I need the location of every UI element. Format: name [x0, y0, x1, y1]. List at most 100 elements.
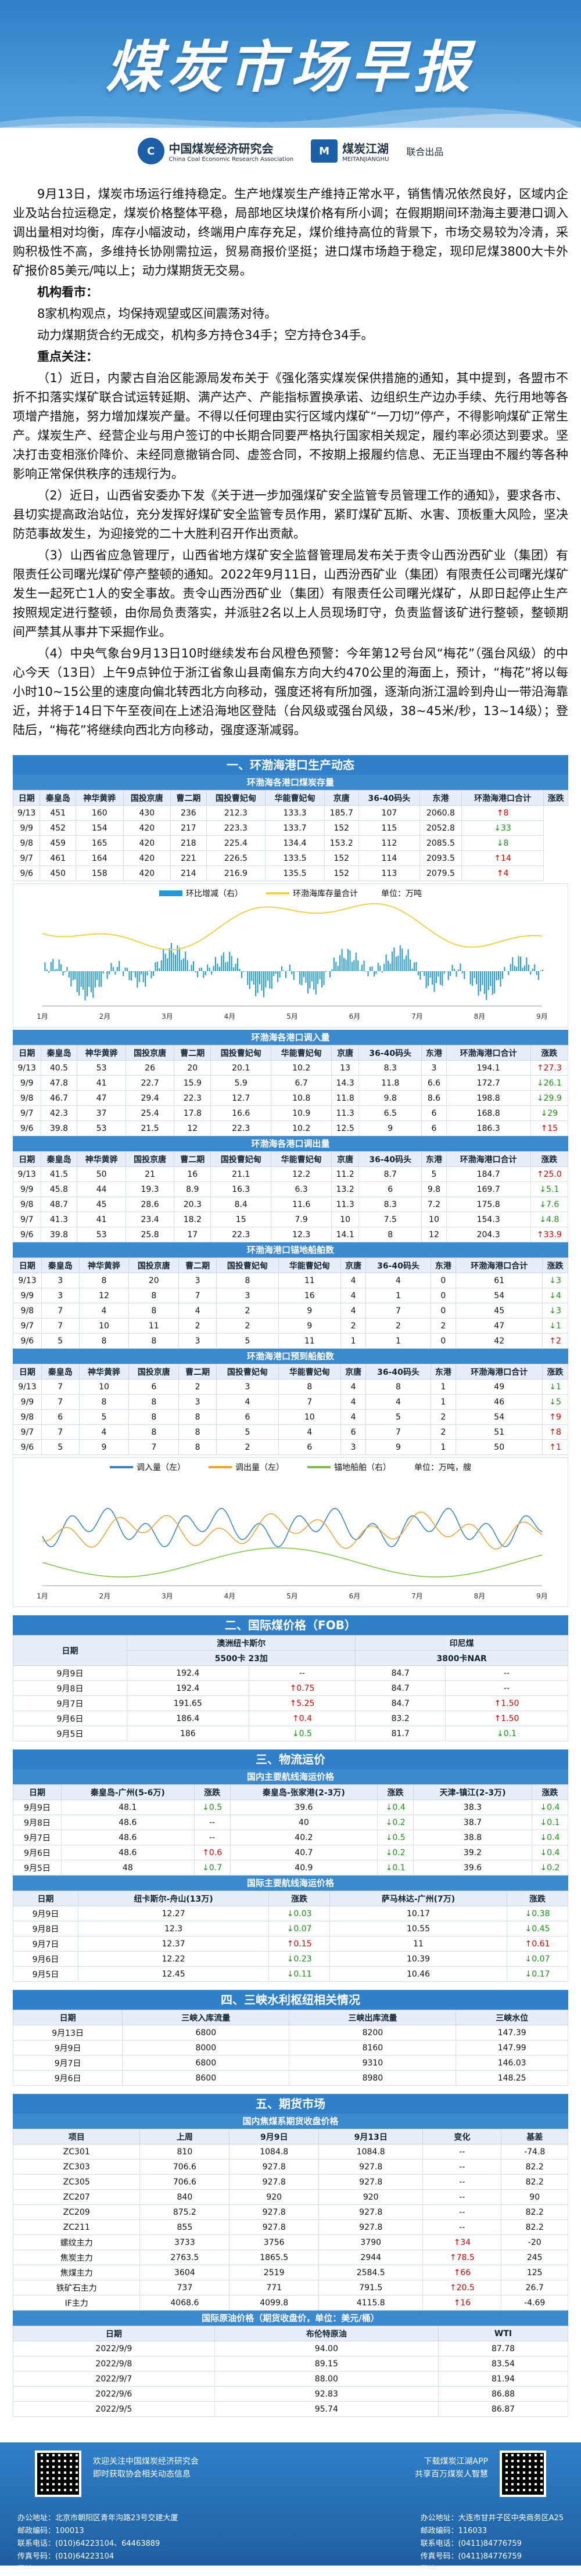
table-cell: ↓3 [543, 1273, 568, 1288]
table-cell: 920 [319, 2190, 423, 2205]
table-cell: 9 [359, 1121, 422, 1136]
bar-mark [205, 971, 206, 975]
table-cell: 39.6 [414, 1860, 532, 1876]
bar-mark [129, 971, 130, 980]
table-cell: 133.7 [266, 821, 325, 836]
table-cell: 1 [366, 1288, 431, 1303]
table-cell: ↑2 [543, 1334, 568, 1349]
bar-mark [486, 971, 487, 1000]
table-cell: -- [194, 1830, 230, 1845]
table-cell: 927.8 [229, 2175, 319, 2190]
bar-mark [379, 966, 381, 971]
col-header: 国投曹妃甸 [216, 1364, 278, 1379]
table-cell: 4 [79, 1303, 129, 1318]
table-cell: 17 [174, 1227, 211, 1242]
table-cell: 7 [41, 1425, 79, 1440]
section-intl-price-title: 二、国际煤价格（FOB） [13, 1615, 568, 1635]
col-header: 涨跌 [194, 1785, 230, 1800]
bar-mark [213, 966, 214, 971]
bar-mark [74, 971, 76, 979]
bar-mark [333, 958, 335, 971]
table-cell: 184.7 [446, 1167, 530, 1182]
bar-mark [225, 962, 226, 971]
table-cell: 81.94 [438, 2372, 568, 2387]
bar-mark [492, 971, 493, 995]
table-cell: 53 [77, 1227, 125, 1242]
table-cell: 7 [366, 1303, 431, 1318]
table-cell: 84.7 [356, 1696, 446, 1711]
table-cell: 90 [501, 2190, 568, 2205]
table-cell: 10.8 [271, 1091, 332, 1106]
table-cell: 771 [229, 2280, 319, 2295]
ccera-qr-code[interactable] [35, 2451, 81, 2497]
bar-mark [265, 971, 266, 987]
table-cell: 2022/9/6 [13, 2387, 215, 2402]
x-tick-label: 8月 [474, 1012, 486, 1021]
table-cell: 9/8 [13, 1091, 41, 1106]
table-cell: 226.5 [206, 851, 266, 866]
bar-mark [127, 968, 128, 971]
col-header: 涨跌 [530, 1152, 568, 1167]
bar-mark [329, 971, 331, 978]
col-header: 36-40码头 [366, 1258, 431, 1273]
bar-mark [400, 945, 401, 971]
table-cell: 9/9 [13, 821, 40, 836]
bar-mark [404, 959, 405, 971]
table-cell: 450 [40, 866, 76, 881]
app-qr-code[interactable] [500, 2451, 546, 2497]
table-cell: 45 [456, 1303, 543, 1318]
table-cell: 9/9 [13, 1182, 41, 1197]
table-cell: 3 [41, 1288, 79, 1303]
table-cell: 4 [340, 1410, 366, 1425]
table-cell: 48.6 [62, 1845, 195, 1860]
bar-mark [418, 971, 419, 975]
table-cell: 115 [358, 821, 420, 836]
table-cell: 12.45 [78, 1967, 269, 1982]
table-cell: 9月8日 [13, 1681, 127, 1696]
table-cell: -20 [501, 2235, 568, 2250]
col-header: 华能曹妃甸 [271, 1152, 332, 1167]
bar-mark [237, 958, 238, 971]
table-cell: ↑0.75 [249, 1681, 356, 1696]
table-cell: 94.00 [214, 2341, 438, 2356]
col-header: 天津-镇江(2-3万) [414, 1785, 532, 1800]
table-cell: 2 [431, 1425, 456, 1440]
freight-domestic-subhead: 国内主要航线海运价格 [13, 1769, 568, 1784]
bar-mark [147, 971, 148, 975]
table-cell: 236 [171, 806, 207, 821]
bar-mark [107, 971, 108, 979]
bar-mark [476, 971, 477, 984]
table-cell: 791.5 [319, 2280, 423, 2295]
col-header: 基差 [501, 2129, 568, 2144]
bar-mark [368, 971, 369, 976]
table-cell: 8 [79, 1395, 129, 1410]
table-cell: 6.7 [271, 1076, 332, 1091]
section-threegorges-title: 四、三峡水利枢纽相关情况 [13, 1990, 568, 2010]
bar-mark [504, 967, 505, 971]
table-cell: 420 [123, 851, 171, 866]
table-cell: 4 [179, 1303, 217, 1318]
bar-mark [375, 971, 376, 974]
bar-mark [349, 950, 350, 971]
table-cell: 47.8 [41, 1076, 77, 1091]
table-cell: 28.6 [125, 1197, 174, 1212]
bar-mark [137, 971, 138, 987]
bar-mark [44, 962, 45, 971]
table-cell: 452 [40, 821, 76, 836]
table-cell: 48.6 [62, 1830, 195, 1845]
col-header: 曹二期 [174, 1046, 211, 1061]
table-cell: -- [194, 1815, 230, 1830]
bar-mark [419, 971, 421, 980]
table-cell: 2 [431, 1410, 456, 1425]
table-cell: ZC305 [13, 2175, 140, 2190]
bar-mark [440, 971, 441, 985]
table-cell: 135.5 [266, 866, 325, 881]
bar-mark [243, 971, 244, 972]
